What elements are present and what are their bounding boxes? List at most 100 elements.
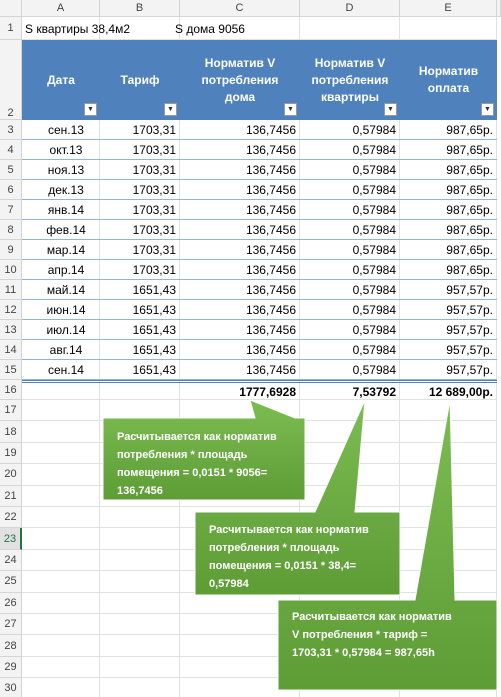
- table-cell: 136,7456: [180, 240, 300, 260]
- header-line: Норматив V: [204, 55, 276, 70]
- table-cell: 136,7456: [180, 360, 300, 380]
- row-header: 21: [0, 485, 22, 507]
- total-cell: 1777,6928: [180, 380, 300, 400]
- callout-line: потребления * площадь: [117, 449, 248, 461]
- row-header: 13: [0, 320, 22, 340]
- row-header: 7: [0, 200, 22, 220]
- cell: [22, 380, 100, 400]
- table-cell: 1703,31: [100, 140, 180, 160]
- callout-line: 0,57984: [209, 578, 249, 590]
- cell: [100, 507, 180, 529]
- table-cell: 0,57984: [300, 140, 400, 160]
- row-header: 18: [0, 421, 22, 443]
- table-cell: 987,65р.: [400, 120, 497, 140]
- table-cell: 136,7456: [180, 300, 300, 320]
- table-cell: фев.14: [22, 220, 100, 240]
- table-cell: 136,7456: [180, 340, 300, 360]
- header-line: оплата: [427, 81, 470, 95]
- row-header: 30: [0, 678, 22, 697]
- row-header: 29: [0, 656, 22, 679]
- row-header: 22: [0, 507, 22, 529]
- filter-button[interactable]: ▼: [284, 103, 297, 116]
- cell-text: S дома 9056: [175, 21, 245, 36]
- table-cell: дек.13: [22, 180, 100, 200]
- table-cell: 136,7456: [180, 200, 300, 220]
- table-cell: 0,57984: [300, 320, 400, 340]
- cell: [22, 656, 100, 679]
- table-cell: 1703,31: [100, 180, 180, 200]
- cell: [100, 635, 180, 657]
- row-header: 17: [0, 400, 22, 422]
- table-cell: янв.14: [22, 200, 100, 220]
- table-cell: 136,7456: [180, 320, 300, 340]
- header-line: дома: [224, 89, 256, 104]
- callout-line: Расчитывается как норматив: [209, 524, 369, 536]
- filter-button[interactable]: ▼: [384, 103, 397, 116]
- column-header: B: [100, 0, 180, 17]
- corner: [0, 0, 22, 17]
- callout-line: помещения = 0,0151 * 38,4=: [209, 560, 357, 572]
- cell: [22, 614, 100, 636]
- table-cell: 987,65р.: [400, 140, 497, 160]
- row-header: 24: [0, 549, 22, 572]
- callout-box: [102, 399, 306, 501]
- table-cell: июн.14: [22, 300, 100, 320]
- cell: [300, 17, 400, 40]
- column-header: D: [300, 0, 400, 17]
- row-header: 9: [0, 240, 22, 260]
- table-cell: 1703,31: [100, 200, 180, 220]
- table-header: Норматив оплата: [400, 40, 497, 120]
- table-cell: 957,57р.: [400, 320, 497, 340]
- row-header: 10: [0, 260, 22, 280]
- row-header: 16: [0, 380, 22, 400]
- table-cell: 0,57984: [300, 360, 400, 380]
- row-header: 12: [0, 300, 22, 320]
- cell: [22, 400, 100, 422]
- cell: [300, 380, 400, 400]
- column-header: A: [22, 0, 100, 17]
- row-header: 25: [0, 571, 22, 593]
- table-cell: 0,57984: [300, 180, 400, 200]
- table-cell: 136,7456: [180, 160, 300, 180]
- cell: [400, 17, 497, 40]
- table-cell: 1651,43: [100, 340, 180, 360]
- header-line: Норматив: [418, 64, 479, 78]
- table-cell: 0,57984: [300, 240, 400, 260]
- callout-text: Расчитывается как норматив V потребления …: [292, 608, 452, 662]
- table-cell: 957,57р.: [400, 360, 497, 380]
- row-header: 26: [0, 592, 22, 614]
- filter-button[interactable]: ▼: [481, 103, 494, 116]
- cell: [100, 678, 180, 697]
- callout-line: 136,7456: [117, 485, 163, 497]
- header-line: Норматив V: [314, 55, 386, 70]
- table-cell: 1651,43: [100, 320, 180, 340]
- cell: [100, 571, 180, 593]
- table-cell: 0,57984: [300, 200, 400, 220]
- table-cell: сен.14: [22, 360, 100, 380]
- table-cell: сен.13: [22, 120, 100, 140]
- table-cell: 136,7456: [180, 120, 300, 140]
- filter-button[interactable]: ▼: [164, 103, 177, 116]
- table-cell: 1651,43: [100, 300, 180, 320]
- table-cell: окт.13: [22, 140, 100, 160]
- table-cell: май.14: [22, 280, 100, 300]
- callout-line: помещения = 0,0151 * 9056=: [117, 467, 268, 479]
- cell: [22, 421, 100, 443]
- total-cell: 12 689,00р.: [400, 380, 497, 400]
- header-line: потребления: [201, 72, 279, 87]
- cell-text: S квартиры 38,4м2: [25, 21, 131, 36]
- row-header: 27: [0, 614, 22, 636]
- table-cell: 1703,31: [100, 260, 180, 280]
- table-cell: 136,7456: [180, 220, 300, 240]
- cell: [100, 656, 180, 679]
- header-line: Дата: [47, 72, 75, 87]
- row-header: 28: [0, 635, 22, 657]
- table-cell: 0,57984: [300, 280, 400, 300]
- filter-button[interactable]: ▼: [84, 103, 97, 116]
- row-header: 14: [0, 340, 22, 360]
- table-cell: 957,57р.: [400, 280, 497, 300]
- cell: [22, 571, 100, 593]
- cell: [22, 464, 100, 486]
- cell: [300, 400, 400, 422]
